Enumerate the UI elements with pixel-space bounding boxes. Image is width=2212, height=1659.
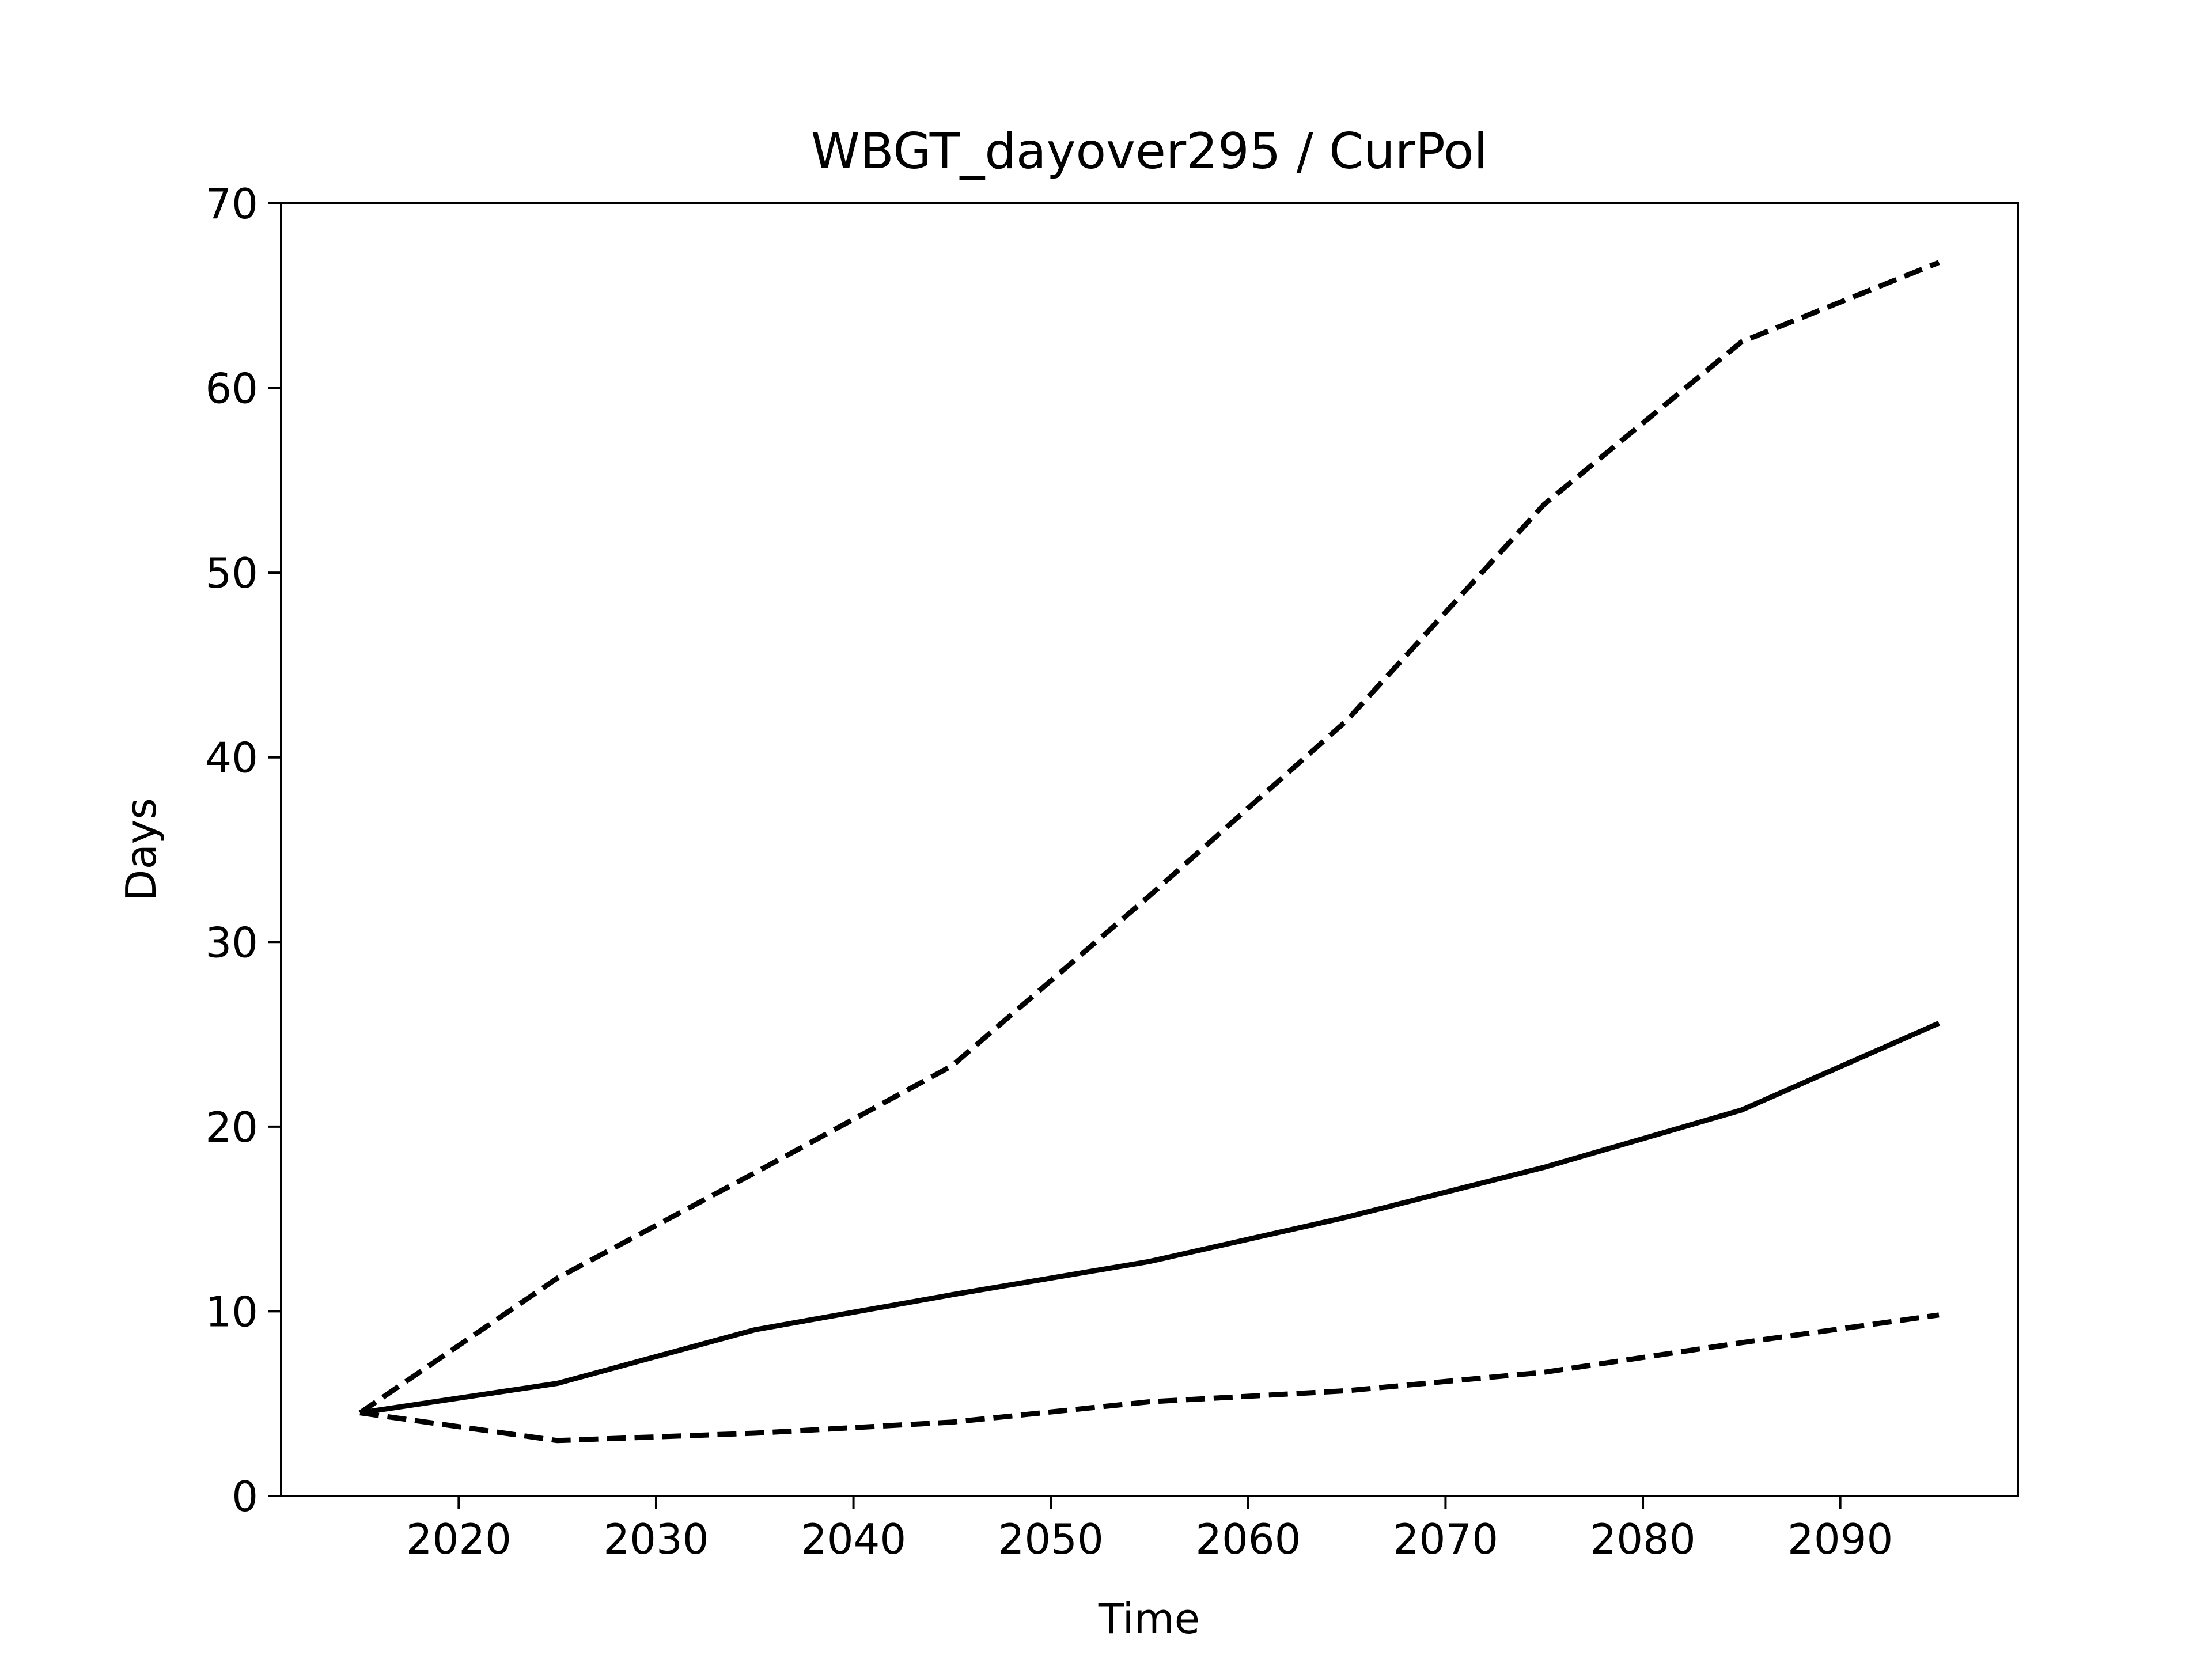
x-axis: 2020 2030 2040 2050 2060 2070 2080 2090	[406, 1496, 1893, 1563]
x-tick-label: 2090	[1787, 1515, 1893, 1563]
y-axis: 0 10 20 30 40 50 60 70	[205, 180, 281, 1521]
x-tick-label: 2030	[603, 1515, 709, 1563]
series-layer	[358, 260, 1940, 1444]
series-line-3	[359, 1312, 1940, 1444]
y-tick-label: 50	[205, 549, 258, 597]
chart-title: WBGT_dayover295 / CurPol	[811, 123, 1488, 180]
x-tick-label: 2060	[1195, 1515, 1301, 1563]
x-tick-label: 2040	[801, 1515, 906, 1563]
y-axis-label: Days	[117, 798, 165, 902]
y-tick-label: 0	[232, 1472, 258, 1521]
plot-frame	[280, 202, 2019, 1497]
series-line-1	[358, 260, 1940, 1415]
x-tick-label: 2020	[406, 1515, 512, 1563]
y-tick-label: 20	[205, 1103, 258, 1152]
y-tick-label: 10	[205, 1287, 258, 1336]
y-tick-label: 30	[205, 918, 258, 967]
y-tick-label: 60	[205, 365, 258, 413]
x-axis-label: Time	[1098, 1594, 1200, 1643]
y-tick-label: 70	[205, 180, 258, 228]
x-tick-label: 2070	[1393, 1515, 1498, 1563]
series-line-2	[359, 1021, 1940, 1416]
x-tick-label: 2080	[1590, 1515, 1695, 1563]
y-tick-label: 40	[205, 734, 258, 782]
x-tick-label: 2050	[998, 1515, 1104, 1563]
